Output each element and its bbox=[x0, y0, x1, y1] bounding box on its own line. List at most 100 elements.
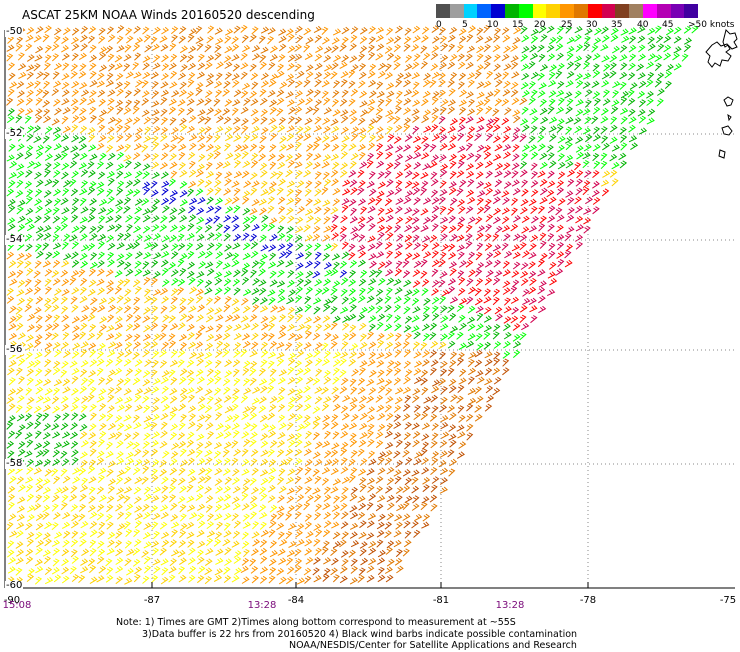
wind-barb bbox=[186, 54, 195, 63]
wind-barb bbox=[376, 134, 385, 142]
wind-barb bbox=[322, 540, 330, 549]
wind-barb bbox=[159, 459, 167, 468]
wind-barb bbox=[97, 116, 105, 125]
wind-barb bbox=[431, 288, 440, 296]
wind-barb bbox=[70, 431, 79, 440]
wind-barb bbox=[330, 567, 338, 576]
wind-barb bbox=[107, 296, 116, 305]
wind-barb bbox=[168, 262, 177, 270]
wind-barb bbox=[277, 495, 285, 503]
wind-barb bbox=[429, 413, 438, 422]
wind-barb bbox=[8, 260, 17, 269]
footnote-line-1: Note: 1) Times are GMT 2)Times along bot… bbox=[116, 617, 516, 628]
wind-barb bbox=[294, 197, 302, 206]
wind-barb bbox=[350, 486, 358, 495]
wind-barb bbox=[169, 467, 178, 476]
wind-barb bbox=[277, 232, 286, 241]
wind-barb bbox=[169, 234, 178, 243]
wind-barb bbox=[215, 548, 224, 556]
wind-barb bbox=[503, 340, 511, 349]
wind-barb bbox=[422, 143, 430, 152]
wind-barb bbox=[366, 215, 375, 224]
wind-barb bbox=[249, 405, 257, 414]
wind-barb bbox=[233, 25, 241, 34]
wind-barb bbox=[161, 63, 170, 71]
wind-barb bbox=[512, 349, 521, 358]
wind-barb bbox=[332, 280, 341, 288]
wind-barb bbox=[654, 54, 663, 63]
wind-barb bbox=[60, 502, 68, 511]
wind-barb bbox=[504, 107, 512, 116]
wind-barb bbox=[177, 322, 186, 331]
wind-barb bbox=[538, 143, 546, 152]
wind-barb bbox=[350, 26, 359, 35]
wind-barb bbox=[484, 367, 493, 376]
wind-barb bbox=[9, 81, 18, 89]
wind-barb bbox=[169, 387, 178, 396]
lon-label-87: -87 bbox=[143, 595, 161, 606]
wind-barb bbox=[582, 180, 591, 188]
wind-barb bbox=[519, 332, 527, 341]
wind-barb bbox=[258, 260, 266, 269]
wind-barb bbox=[286, 549, 296, 557]
wind-barb bbox=[214, 179, 222, 188]
wind-barb bbox=[521, 63, 530, 71]
wind-barb bbox=[314, 180, 322, 189]
wind-barb bbox=[114, 54, 123, 63]
wind-barb bbox=[295, 252, 305, 260]
wind-barb bbox=[367, 359, 376, 367]
wind-barb bbox=[322, 414, 331, 423]
wind-barb bbox=[260, 332, 269, 341]
wind-barb bbox=[285, 476, 295, 485]
wind-barb bbox=[105, 79, 115, 88]
wind-barb bbox=[71, 513, 79, 522]
wind-barb bbox=[25, 196, 33, 205]
wind-barb bbox=[432, 90, 440, 99]
wind-barb bbox=[297, 206, 305, 214]
wind-barb bbox=[249, 63, 257, 72]
wind-barb bbox=[503, 297, 511, 306]
wind-barb bbox=[512, 215, 521, 223]
wind-barb bbox=[250, 423, 258, 432]
wind-barb bbox=[42, 511, 50, 520]
wind-barb bbox=[269, 520, 277, 529]
wind-barb bbox=[35, 151, 44, 159]
wind-barb bbox=[432, 36, 440, 44]
wind-barb bbox=[6, 440, 15, 449]
wind-barb bbox=[16, 269, 24, 278]
wind-barb bbox=[178, 89, 187, 97]
wind-barb bbox=[79, 188, 88, 196]
wind-barb bbox=[430, 214, 439, 223]
wind-barb bbox=[530, 125, 538, 134]
wind-barb bbox=[440, 396, 448, 405]
wind-barb bbox=[349, 505, 358, 513]
wind-barb bbox=[636, 63, 645, 72]
wind-barb bbox=[376, 90, 385, 98]
wind-barb bbox=[71, 27, 80, 36]
wind-barb bbox=[350, 540, 360, 548]
wind-barb bbox=[367, 331, 375, 340]
wind-barb bbox=[69, 494, 78, 502]
wind-barb bbox=[241, 412, 250, 421]
wind-barb bbox=[87, 288, 96, 297]
wind-barb bbox=[196, 98, 205, 106]
wind-barb bbox=[249, 431, 258, 440]
scale-label: 35 bbox=[611, 20, 623, 30]
wind-barb bbox=[421, 135, 429, 144]
wind-barb bbox=[412, 252, 421, 260]
scale-swatch bbox=[436, 4, 450, 18]
wind-barb bbox=[385, 313, 393, 322]
wind-barb bbox=[61, 89, 70, 97]
wind-barb bbox=[89, 548, 97, 557]
wind-barb bbox=[169, 207, 178, 215]
wind-barb bbox=[423, 396, 432, 404]
wind-barb bbox=[143, 277, 151, 286]
wind-barb bbox=[358, 152, 366, 161]
wind-barb bbox=[34, 442, 43, 450]
wind-barb bbox=[179, 448, 187, 457]
wind-barb bbox=[114, 214, 122, 223]
wind-barb bbox=[260, 477, 269, 486]
wind-barb bbox=[520, 278, 529, 286]
wind-barb bbox=[70, 188, 79, 197]
wind-barb bbox=[52, 233, 60, 243]
